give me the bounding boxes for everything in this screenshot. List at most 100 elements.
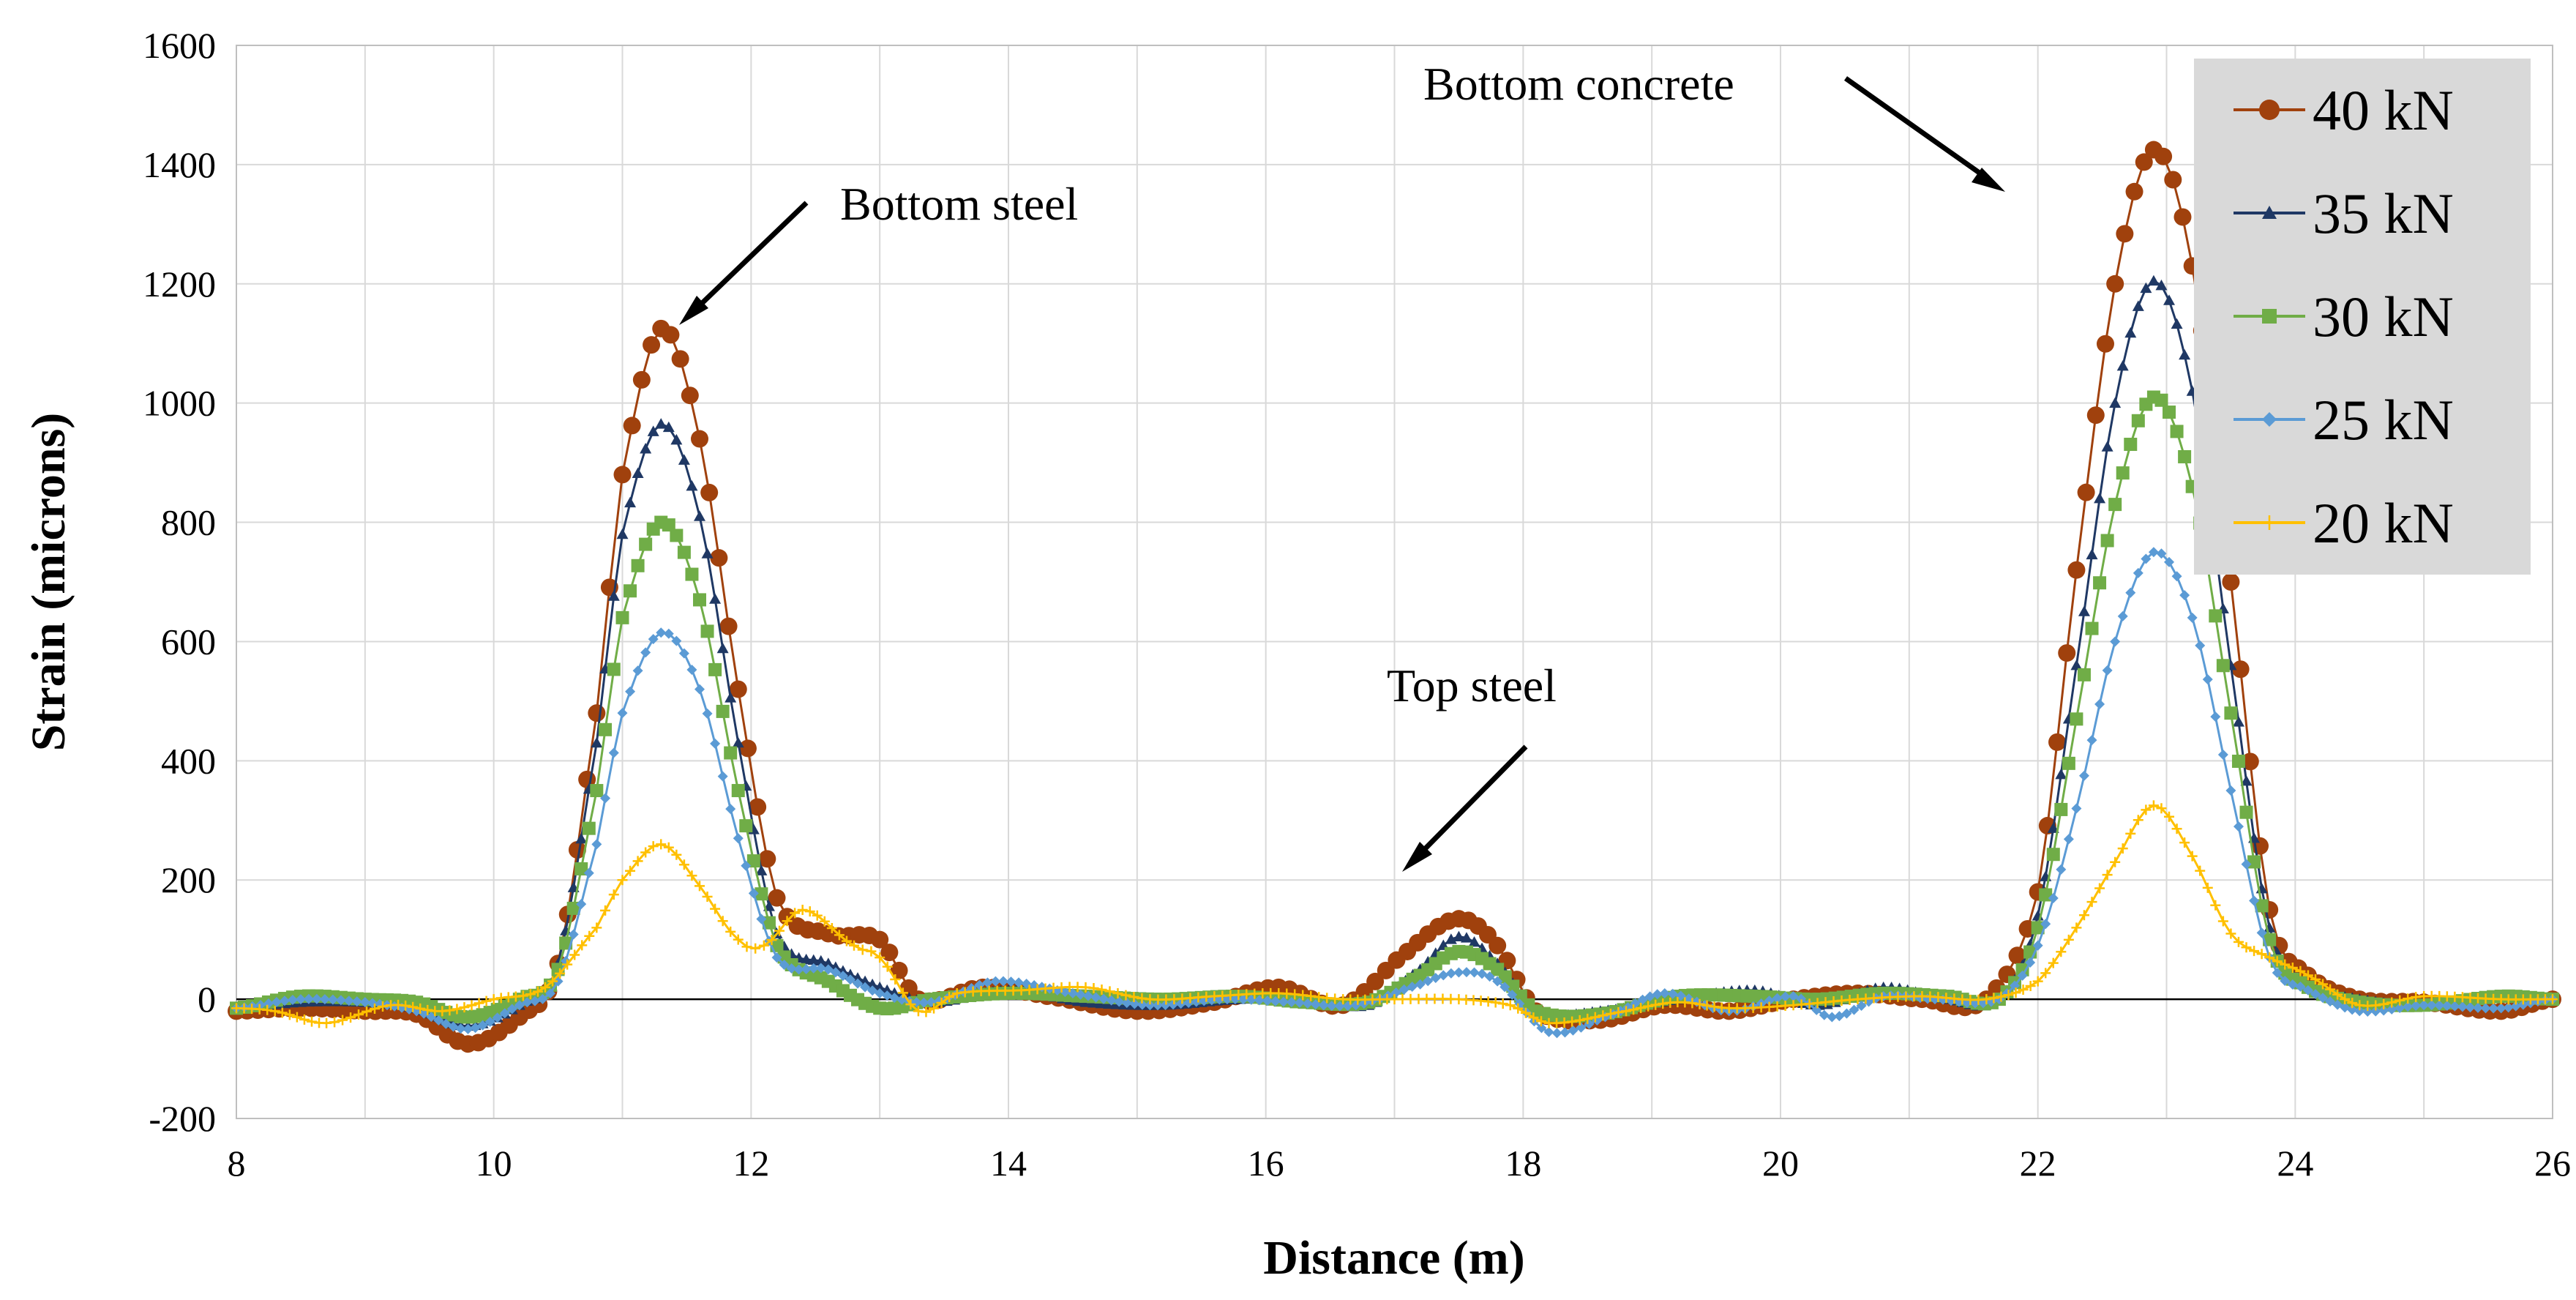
data-point bbox=[287, 994, 298, 1005]
data-point bbox=[691, 430, 708, 448]
data-point bbox=[2247, 855, 2261, 869]
legend-item: 40 kN bbox=[2234, 78, 2454, 142]
data-point bbox=[2503, 1002, 2514, 1013]
data-point bbox=[459, 1002, 470, 1013]
data-point bbox=[2141, 804, 2152, 815]
data-point bbox=[2272, 968, 2283, 979]
data-point bbox=[974, 979, 985, 990]
data-point bbox=[378, 1001, 389, 1012]
data-point bbox=[2272, 956, 2283, 967]
data-point bbox=[897, 987, 908, 998]
data-point bbox=[2156, 548, 2167, 559]
data-point bbox=[1461, 967, 1472, 978]
data-point bbox=[2332, 989, 2343, 1000]
y-tick-label: 1000 bbox=[143, 383, 216, 424]
legend-marker bbox=[2259, 100, 2280, 120]
data-point bbox=[2310, 989, 2321, 1000]
data-point bbox=[1650, 999, 1661, 1010]
data-point bbox=[2195, 640, 2206, 651]
data-point bbox=[2496, 1003, 2506, 1014]
data-point bbox=[648, 841, 659, 852]
data-point bbox=[2280, 959, 2291, 970]
data-point bbox=[1453, 967, 1464, 978]
data-point bbox=[1497, 998, 1508, 1009]
data-point bbox=[2187, 851, 2198, 862]
data-point bbox=[2135, 153, 2153, 171]
data-point bbox=[1014, 977, 1025, 988]
data-point bbox=[716, 704, 730, 718]
data-point bbox=[2403, 1001, 2414, 1012]
data-point bbox=[2325, 996, 2336, 1007]
x-tick-label: 18 bbox=[1505, 1143, 1541, 1184]
data-point bbox=[671, 635, 682, 646]
data-point bbox=[681, 386, 699, 405]
data-point bbox=[522, 997, 533, 1008]
data-point bbox=[448, 1021, 459, 1032]
data-point bbox=[2239, 805, 2253, 819]
data-point bbox=[295, 994, 306, 1005]
data-point bbox=[693, 593, 706, 607]
data-point bbox=[2233, 936, 2244, 947]
data-point bbox=[477, 1020, 488, 1031]
data-point bbox=[2280, 975, 2291, 986]
data-point bbox=[700, 624, 714, 638]
data-point bbox=[433, 1015, 444, 1026]
data-point bbox=[514, 1000, 525, 1011]
data-point bbox=[2370, 1006, 2381, 1017]
data-point bbox=[2010, 980, 2021, 991]
data-point bbox=[2256, 927, 2267, 938]
data-point bbox=[2386, 1004, 2397, 1015]
data-point bbox=[2086, 406, 2105, 425]
data-point bbox=[525, 989, 536, 1000]
data-point bbox=[2071, 922, 2082, 933]
data-point bbox=[1543, 1026, 1554, 1037]
data-point bbox=[271, 997, 282, 1008]
data-point bbox=[819, 916, 830, 927]
data-point bbox=[2063, 834, 2074, 845]
data-point bbox=[1390, 987, 1401, 998]
data-point bbox=[2141, 553, 2152, 564]
data-point bbox=[2094, 883, 2105, 894]
data-point bbox=[881, 984, 894, 995]
data-point bbox=[2403, 993, 2414, 1004]
data-point bbox=[545, 988, 556, 999]
data-point bbox=[640, 443, 652, 454]
data-point bbox=[2025, 980, 2036, 991]
data-point bbox=[452, 1004, 463, 1015]
data-point bbox=[807, 954, 820, 965]
data-point bbox=[2071, 803, 2082, 814]
data-point bbox=[2354, 1006, 2365, 1017]
data-point bbox=[2108, 498, 2122, 512]
data-point bbox=[2170, 425, 2184, 438]
data-point bbox=[574, 862, 588, 875]
data-point bbox=[2125, 182, 2143, 201]
y-tick-label: 0 bbox=[198, 979, 216, 1020]
data-point bbox=[2164, 556, 2175, 567]
data-point bbox=[2240, 775, 2253, 786]
data-point bbox=[1709, 1001, 1720, 1012]
data-point bbox=[1152, 1000, 1163, 1011]
data-point bbox=[2241, 752, 2259, 771]
data-point bbox=[1060, 987, 1071, 998]
data-point bbox=[1636, 1003, 1647, 1014]
data-point bbox=[1513, 1003, 1524, 1014]
data-point bbox=[616, 528, 629, 539]
data-point bbox=[2163, 406, 2176, 419]
data-point bbox=[2086, 897, 2097, 908]
data-point bbox=[481, 995, 492, 1006]
data-point bbox=[663, 628, 674, 639]
data-point bbox=[1560, 1027, 1570, 1038]
data-point bbox=[284, 1009, 295, 1020]
data-point bbox=[499, 1008, 510, 1019]
data-point bbox=[2241, 942, 2252, 953]
data-point bbox=[2171, 571, 2182, 582]
data-point bbox=[408, 1001, 419, 1012]
data-point bbox=[2070, 712, 2083, 726]
data-point bbox=[600, 793, 611, 804]
data-point bbox=[731, 784, 745, 798]
data-point bbox=[400, 1000, 411, 1011]
data-point bbox=[568, 929, 579, 940]
data-point bbox=[2302, 970, 2313, 981]
annotation-bottom-steel: Bottom steel bbox=[840, 178, 1078, 230]
data-point bbox=[2287, 962, 2298, 973]
